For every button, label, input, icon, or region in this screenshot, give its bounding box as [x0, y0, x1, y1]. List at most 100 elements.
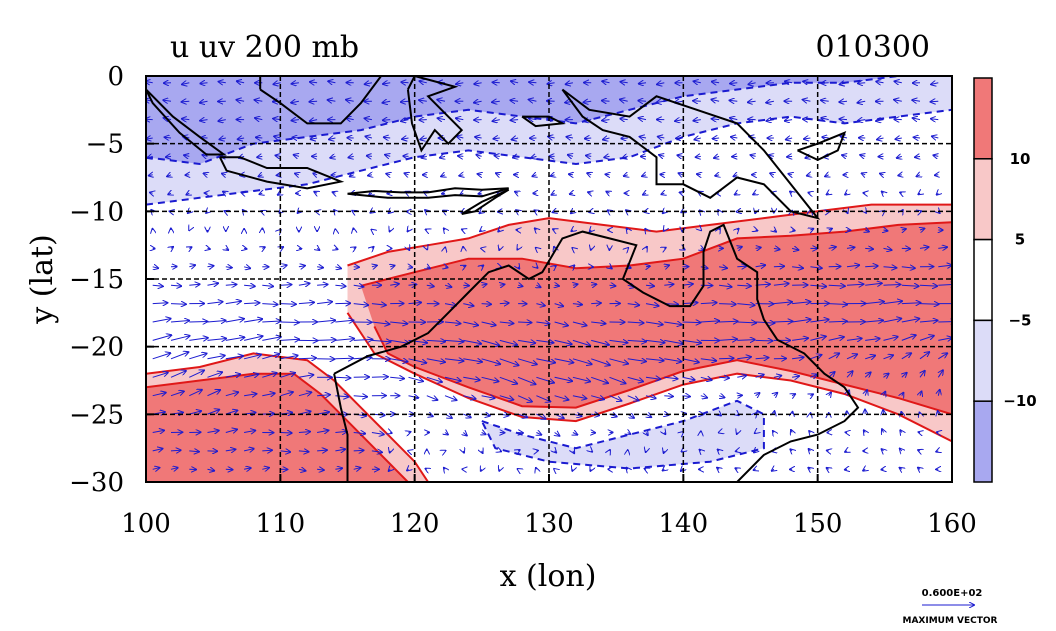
wind-vector	[661, 193, 664, 194]
wind-vector	[606, 174, 610, 175]
wind-vector	[390, 359, 407, 362]
wind-vector	[883, 337, 898, 341]
wind-vector	[310, 120, 318, 122]
wind-vector	[664, 433, 665, 435]
wind-vector	[803, 119, 811, 120]
colorbar-label: −10	[1003, 392, 1036, 410]
x-axis-ticks: 100 110 120 130 140 150 160	[121, 474, 977, 539]
wind-vector	[189, 451, 199, 452]
wind-vector	[444, 468, 445, 470]
wind-vector	[554, 322, 568, 326]
wind-vector	[876, 120, 884, 121]
wind-vector	[262, 354, 279, 360]
wind-vector	[792, 319, 811, 322]
wind-vector	[785, 120, 793, 121]
y-axis-label: y (lat)	[25, 234, 60, 324]
wind-vector	[182, 83, 190, 85]
wind-vector	[735, 468, 737, 469]
wind-vector	[786, 138, 793, 140]
wind-vector	[225, 319, 244, 322]
wind-vector	[936, 451, 938, 452]
wind-vector	[586, 156, 591, 157]
wind-vector	[862, 173, 866, 175]
wind-vector	[715, 175, 719, 176]
wind-vector	[225, 392, 238, 396]
wind-vector	[610, 267, 612, 269]
chart-title: u uv 200 mb	[170, 30, 359, 65]
wind-vector	[754, 469, 756, 470]
wind-vector	[262, 393, 274, 395]
wind-vector	[335, 248, 337, 249]
wind-vector	[931, 119, 939, 120]
wind-vector	[627, 359, 646, 362]
wind-vector	[529, 118, 537, 119]
wind-vector	[810, 267, 821, 268]
wind-vector	[402, 138, 409, 139]
shade-southwest-strong-positive	[146, 373, 408, 482]
wind-vector	[170, 285, 181, 286]
wind-vector	[335, 320, 353, 322]
wind-vector	[390, 451, 391, 453]
wind-vector	[401, 120, 409, 122]
wind-vector	[719, 358, 733, 359]
vector-legend-label: MAXIMUM VECTOR	[902, 616, 997, 626]
wind-vector	[584, 101, 592, 102]
wind-vector	[517, 248, 518, 249]
wind-vector	[189, 354, 206, 360]
wind-vector	[737, 433, 738, 434]
wind-vector	[463, 322, 478, 325]
wind-vector	[186, 193, 189, 195]
wind-vector	[828, 337, 844, 341]
wind-vector	[628, 433, 631, 435]
wind-vector	[898, 175, 902, 176]
wind-vector	[847, 212, 848, 214]
wind-vector	[444, 304, 456, 306]
wind-vector	[408, 396, 419, 398]
wind-vector	[207, 372, 223, 378]
wind-vector	[481, 322, 496, 325]
wind-vector	[390, 322, 407, 324]
coastline-borneo	[259, 76, 383, 125]
colorbar-swatch	[973, 400, 993, 483]
wind-vector	[390, 266, 394, 267]
vector-legend: 0.600E+02 MAXIMUM VECTOR	[902, 588, 997, 626]
wind-vector	[865, 248, 873, 249]
contour-5-southwest	[146, 352, 429, 482]
wind-vector	[919, 304, 939, 305]
wind-vector	[913, 118, 921, 120]
wind-vector	[262, 247, 265, 248]
wind-vector	[293, 137, 299, 138]
wind-vector	[645, 377, 660, 379]
wind-vector	[712, 119, 720, 120]
wind-vector	[475, 137, 482, 138]
wind-vector	[865, 356, 875, 359]
wind-vector	[552, 193, 555, 195]
wind-vector	[608, 210, 610, 211]
wind-vector	[845, 193, 847, 194]
wind-vector	[426, 285, 434, 286]
wind-vector	[335, 377, 350, 378]
wind-vector	[719, 267, 727, 268]
wind-vector	[609, 340, 628, 342]
wind-vector	[532, 175, 536, 177]
wind-vector	[883, 285, 901, 286]
wind-vector	[730, 100, 738, 101]
wind-vector	[737, 357, 751, 359]
wind-vector	[773, 321, 793, 322]
wind-vector	[809, 431, 810, 432]
wind-vector	[499, 248, 500, 250]
wind-vector	[643, 193, 646, 195]
coastlines	[146, 76, 860, 482]
wind-vector	[897, 156, 902, 158]
wind-vector	[737, 376, 746, 378]
wind-vector	[572, 322, 587, 326]
wind-vector	[536, 433, 541, 435]
wind-vector	[791, 430, 792, 433]
wind-vector	[479, 193, 482, 194]
wind-vector	[840, 83, 848, 85]
wind-vector	[317, 320, 335, 322]
wind-vector	[152, 353, 171, 360]
wind-vector	[858, 83, 866, 84]
wind-vector	[189, 338, 208, 341]
wind-vector	[255, 118, 263, 120]
